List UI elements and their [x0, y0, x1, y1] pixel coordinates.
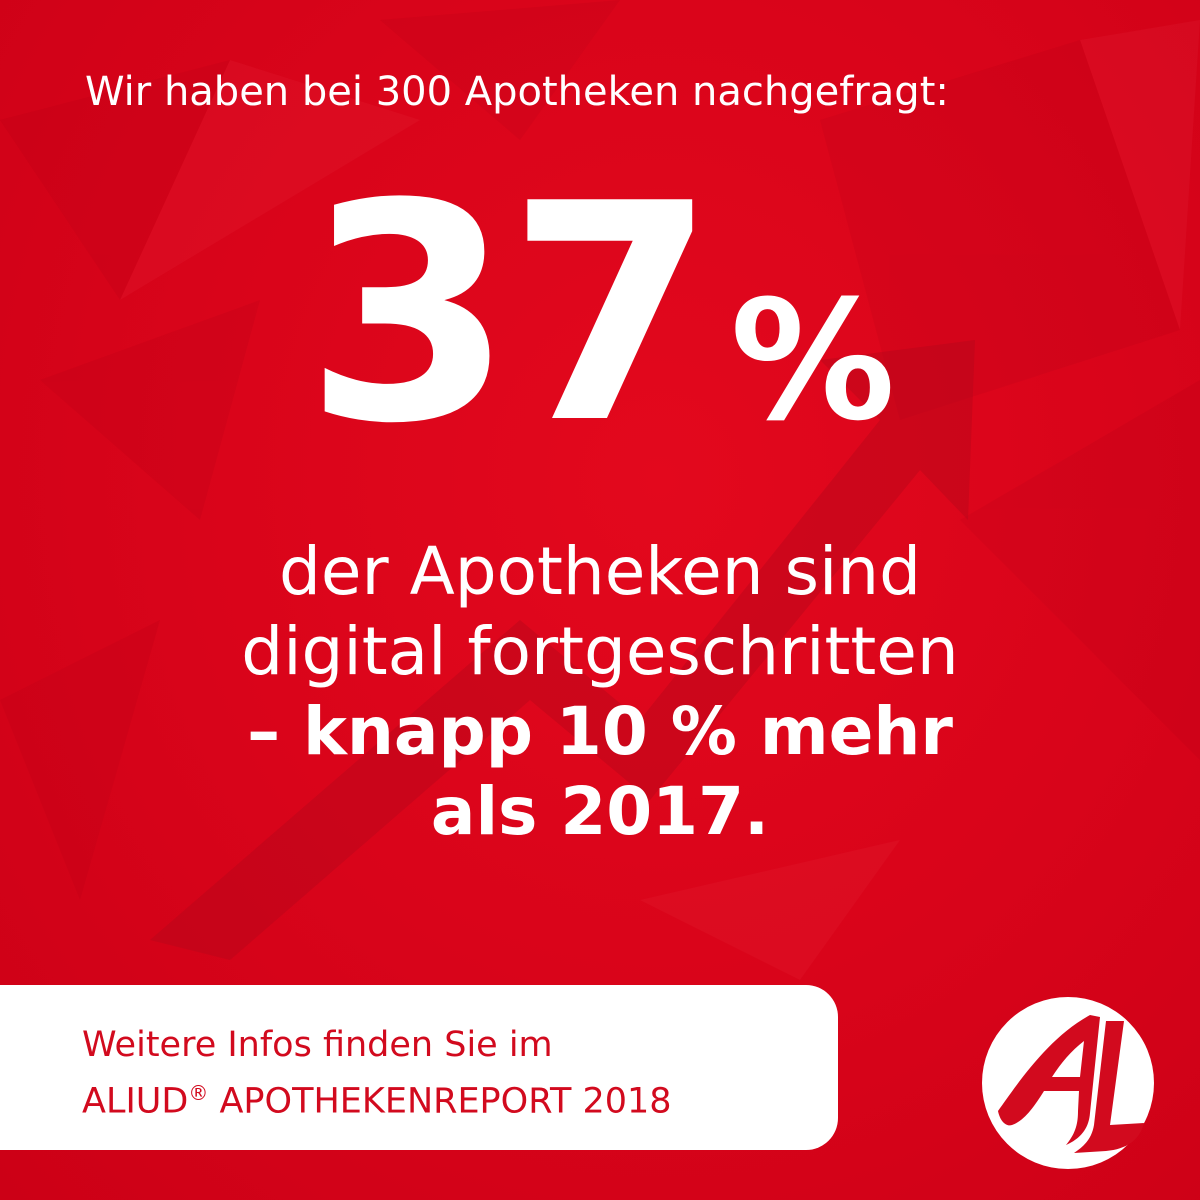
statement-text: der Apotheken sind digital fortgeschritt…	[0, 532, 1200, 852]
cta-line-2: ALIUD® APOTHEKENREPORT 2018	[82, 1069, 822, 1126]
headline-statistic: 37%	[0, 165, 1200, 465]
polygon-texture-light	[120, 20, 1200, 980]
trend-up-arrow-icon	[150, 340, 975, 960]
statement-line-1: der Apotheken sind	[278, 533, 922, 610]
intro-text: Wir haben bei 300 Apotheken nachgefragt:	[85, 69, 949, 115]
registered-mark: ®	[188, 1081, 209, 1105]
headline-number: 37	[304, 140, 716, 489]
cta-text: Weitere Infos finden Sie im ALIUD® APOTH…	[82, 1021, 822, 1126]
statement-line-3: – knapp 10 % mehr	[247, 693, 953, 770]
cta-banner	[0, 985, 838, 1150]
brand-name: ALIUD	[82, 1081, 189, 1122]
cta-line-1: Weitere Infos finden Sie im	[82, 1025, 553, 1065]
aliud-al-logo-icon	[982, 997, 1154, 1169]
polygon-texture	[0, 0, 1200, 900]
statement-line-4: als 2017.	[430, 773, 770, 850]
statement-line-2: digital fortgeschritten	[241, 613, 959, 690]
headline-percent-sign: %	[730, 265, 896, 457]
report-title: APOTHEKENREPORT 2018	[208, 1081, 672, 1122]
